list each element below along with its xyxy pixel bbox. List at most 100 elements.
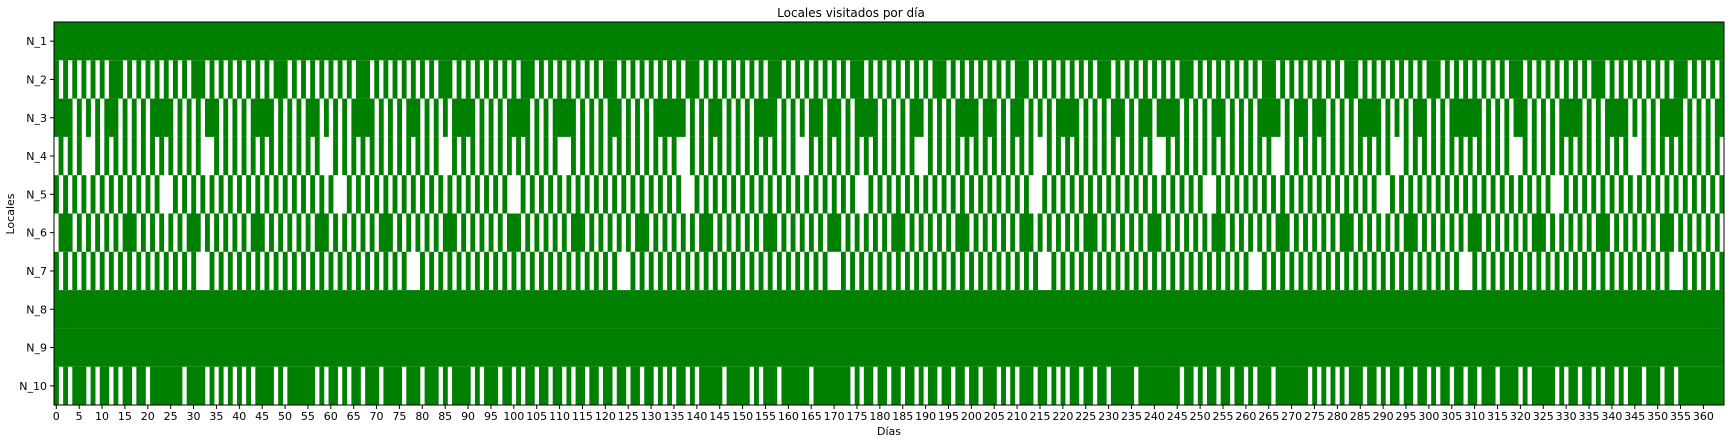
heatmap-cell: [1339, 136, 1345, 176]
heatmap-cell: [90, 366, 96, 406]
heatmap-cell: [1170, 60, 1176, 99]
heatmap-cell: [1120, 213, 1125, 253]
heatmap-cell: [1261, 175, 1267, 214]
heatmap-cell: [1106, 251, 1112, 291]
heatmap-cell: [1705, 213, 1711, 253]
heatmap-cell: [1005, 251, 1011, 291]
heatmap-cell: [982, 98, 997, 138]
heatmap-cell: [374, 251, 380, 291]
heatmap-cell: [735, 98, 741, 138]
heatmap-cell: [1110, 213, 1116, 253]
heatmap-cell: [1293, 98, 1308, 138]
heatmap-cell: [516, 136, 521, 176]
heatmap-cell: [840, 175, 846, 214]
heatmap-cell: [76, 213, 82, 253]
heatmap-cell: [639, 60, 645, 99]
heatmap-cell: [575, 251, 581, 291]
heatmap-cell: [1115, 175, 1121, 214]
x-tick-label: 215: [1029, 410, 1050, 423]
heatmap-cell: [1188, 251, 1194, 291]
heatmap-cell: [506, 213, 521, 253]
heatmap-cell: [1133, 175, 1139, 214]
heatmap-cell: [538, 175, 544, 214]
y-tick-label: N_3: [26, 112, 47, 125]
heatmap-cell: [1495, 98, 1501, 138]
heatmap-cell: [1522, 213, 1528, 253]
heatmap-cell: [278, 136, 284, 176]
heatmap-cell: [598, 213, 604, 253]
heatmap-cell: [99, 366, 110, 406]
heatmap-cell: [1229, 98, 1235, 138]
heatmap-cell: [1051, 60, 1057, 99]
heatmap-cell: [1573, 251, 1578, 291]
heatmap-cell: [484, 60, 489, 99]
heatmap-cell: [667, 251, 672, 291]
heatmap-cell: [1298, 60, 1304, 99]
heatmap-cell: [589, 136, 595, 176]
heatmap-cell: [172, 251, 178, 291]
heatmap-cell: [685, 60, 700, 99]
heatmap-cell: [1623, 136, 1629, 176]
heatmap-cell: [1056, 98, 1080, 138]
heatmap-cell: [420, 60, 425, 99]
heatmap-cell: [685, 251, 691, 291]
heatmap-cell: [378, 136, 384, 176]
heatmap-cell: [950, 175, 956, 214]
heatmap-cell: [113, 213, 119, 253]
heatmap-cell: [406, 213, 412, 253]
heatmap-cell: [543, 213, 549, 253]
heatmap-cell: [868, 251, 874, 291]
heatmap-cell: [1138, 136, 1144, 176]
heatmap-cell: [1390, 60, 1395, 99]
heatmap-cell: [786, 60, 791, 99]
heatmap-cell: [1701, 175, 1706, 214]
heatmap-cell: [99, 251, 105, 291]
heatmap-cell: [54, 328, 1725, 367]
heatmap-cell: [1426, 60, 1441, 99]
heatmap-cell: [296, 136, 302, 176]
heatmap-cell: [493, 60, 499, 99]
heatmap-cell: [1513, 213, 1519, 253]
heatmap-cell: [1586, 213, 1592, 253]
heatmap-cell: [1568, 366, 1578, 406]
heatmap-cell: [799, 213, 805, 253]
heatmap-cell: [667, 175, 672, 214]
heatmap-cell: [1307, 251, 1313, 291]
heatmap-cell: [973, 213, 979, 253]
heatmap-cell: [191, 251, 197, 291]
heatmap-cell: [204, 98, 220, 138]
x-axis-title: Días: [877, 425, 901, 438]
heatmap-cell: [1074, 136, 1080, 176]
heatmap-cell: [429, 175, 435, 214]
heatmap-cell: [301, 60, 306, 99]
heatmap-cell: [804, 251, 810, 291]
heatmap-cell: [1060, 251, 1066, 291]
heatmap-cell: [575, 60, 581, 99]
heatmap-cell: [886, 60, 892, 99]
heatmap-cell: [1078, 175, 1084, 214]
heatmap-cell: [767, 175, 773, 214]
heatmap-cell: [758, 175, 764, 214]
heatmap-cell: [1508, 60, 1523, 99]
x-tick-label: 195: [938, 410, 959, 423]
heatmap-cell: [1641, 136, 1647, 176]
heatmap-cell: [1261, 60, 1276, 99]
heatmap-cell: [790, 98, 796, 138]
heatmap-cell: [1330, 136, 1336, 176]
heatmap-cell: [726, 98, 732, 138]
heatmap-cell: [397, 136, 403, 176]
x-tick-label: 275: [1304, 410, 1325, 423]
heatmap-cell: [982, 366, 997, 406]
heatmap-cell: [1563, 60, 1569, 99]
heatmap-cell: [557, 251, 563, 291]
heatmap-cell: [232, 213, 238, 253]
heatmap-cell: [941, 366, 952, 406]
heatmap-cell: [1248, 366, 1254, 406]
heatmap-cell: [955, 98, 979, 138]
heatmap-cell: [438, 60, 453, 99]
heatmap-cell: [1088, 175, 1093, 214]
heatmap-cell: [1486, 213, 1491, 253]
heatmap-cell: [397, 213, 403, 253]
heatmap-cell: [882, 136, 888, 176]
heatmap-cell: [474, 60, 480, 99]
